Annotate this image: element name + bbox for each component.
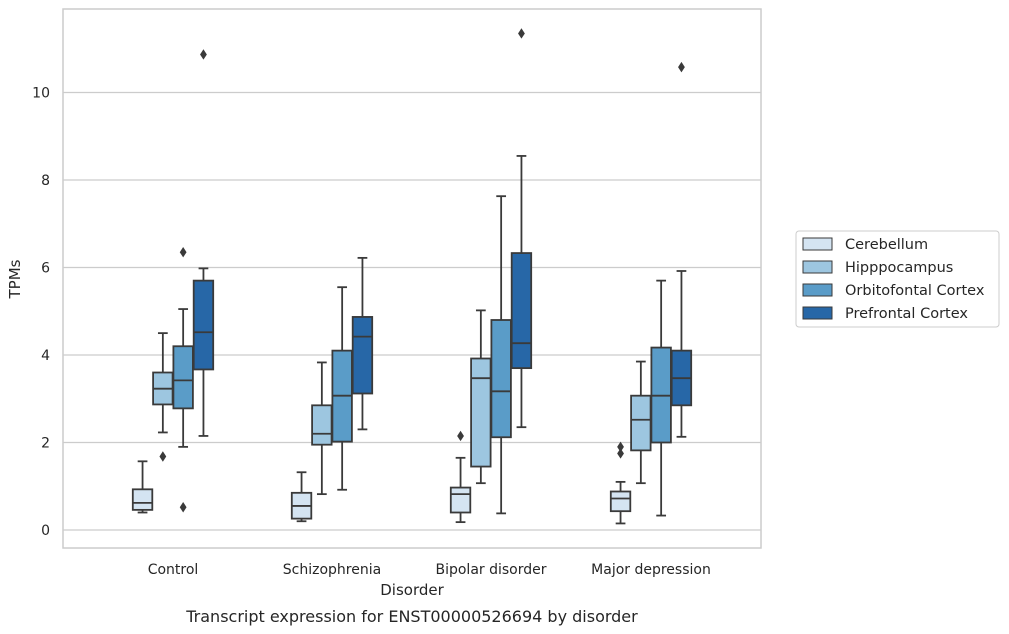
box-1-0 — [152, 332, 174, 462]
box-2-2 — [490, 195, 512, 515]
box-0-2 — [449, 430, 472, 524]
legend-swatch — [802, 260, 833, 274]
iqr-box — [630, 394, 652, 452]
x-tick-labels: Control Schizophrenia Bipolar disorder Majo… — [148, 562, 711, 578]
iqr-box — [172, 345, 194, 410]
x-tick-label: Major depression — [591, 562, 711, 578]
box-0-3 — [609, 441, 632, 525]
outlier-point — [457, 430, 464, 442]
y-tick-labels: 0 2 4 6 8 10 — [32, 86, 50, 540]
legend-label: Hipppocampus — [845, 260, 953, 276]
y-tick-label: 2 — [41, 436, 50, 452]
gridlines — [63, 91, 761, 531]
legend-swatch — [802, 283, 833, 297]
box-3-1 — [351, 256, 374, 431]
iqr-box — [192, 279, 215, 371]
y-axis-title: TPMs — [6, 259, 24, 299]
iqr-box — [311, 404, 333, 446]
x-axis-title: Disorder — [380, 581, 444, 599]
y-tick-label: 10 — [32, 86, 50, 102]
y-tick-label: 0 — [41, 523, 50, 539]
box-1-2 — [470, 309, 492, 485]
legend: Cerebellum Hipppocampus Orbitofontal Corte… — [795, 230, 1000, 328]
y-tick-label: 8 — [41, 173, 50, 189]
outlier-point — [678, 61, 685, 73]
plot-area-frame — [62, 8, 762, 549]
box-0-1 — [290, 471, 313, 523]
iqr-box — [131, 488, 154, 511]
iqr-box — [351, 316, 374, 395]
chart-caption: Transcript expression for ENST0000052669… — [185, 607, 638, 626]
legend-label: Orbitofontal Cortex — [845, 283, 985, 299]
iqr-box — [510, 252, 533, 370]
iqr-box — [490, 319, 512, 439]
x-tick-label: Bipolar disorder — [435, 562, 546, 578]
iqr-box — [470, 357, 492, 468]
legend-frame — [795, 230, 1000, 328]
y-tick-label: 4 — [41, 348, 50, 364]
box-3-3 — [670, 61, 693, 438]
legend-swatch — [802, 306, 833, 320]
box-3-0 — [192, 49, 215, 437]
boxes — [131, 28, 693, 525]
legend-label: Prefrontal Cortex — [845, 306, 968, 322]
box-1-3 — [630, 360, 652, 485]
y-tick-label: 6 — [41, 261, 50, 277]
outlier-point — [159, 451, 167, 462]
x-tick-label: Schizophrenia — [283, 562, 381, 578]
outlier-point — [617, 441, 624, 453]
x-tick-label: Control — [148, 562, 199, 578]
legend-swatch — [802, 237, 833, 251]
outlier-point — [518, 28, 525, 39]
box-2-1 — [331, 286, 353, 491]
outlier-point — [179, 246, 187, 258]
iqr-box — [609, 490, 632, 513]
box-2-3 — [650, 279, 672, 517]
iqr-box — [449, 486, 472, 514]
outlier-point — [179, 502, 187, 513]
outlier-point — [617, 448, 624, 459]
box-3-2 — [510, 28, 533, 429]
outlier-point — [200, 49, 207, 60]
box-0-0 — [131, 460, 154, 514]
box-2-0 — [172, 246, 194, 513]
legend-label: Cerebellum — [845, 237, 928, 253]
box-1-1 — [311, 361, 333, 496]
